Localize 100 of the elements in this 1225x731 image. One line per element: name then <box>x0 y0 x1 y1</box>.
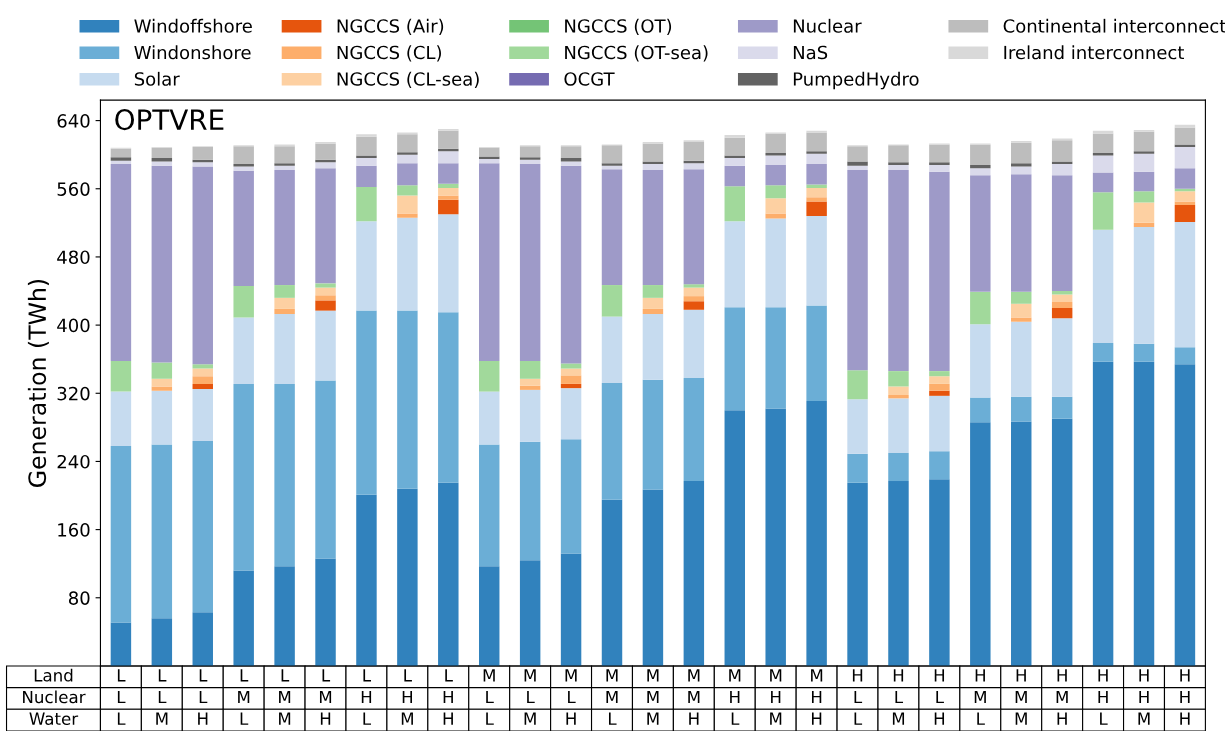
category-label: L M L <box>238 669 250 725</box>
bar <box>765 307 786 409</box>
bar <box>724 186 745 222</box>
bar <box>560 165 582 364</box>
bar <box>929 451 950 480</box>
bar <box>1051 294 1073 303</box>
bar <box>724 158 745 166</box>
bar <box>560 383 582 389</box>
y-tick-label: 240 <box>57 454 90 469</box>
bar <box>274 383 295 567</box>
bar <box>397 213 418 218</box>
bar <box>970 175 991 292</box>
legend-label: Ireland interconnect <box>1004 45 1184 60</box>
bar <box>929 371 950 377</box>
bar <box>151 161 173 166</box>
bar <box>519 159 541 165</box>
category-label: M H L <box>729 669 741 725</box>
bar <box>1092 152 1114 156</box>
bar <box>397 217 418 311</box>
bar <box>847 399 868 454</box>
bar <box>1133 343 1155 362</box>
bar <box>683 141 705 161</box>
bar <box>356 165 377 188</box>
bar <box>970 164 991 169</box>
bar <box>438 214 459 313</box>
bar <box>315 300 336 311</box>
bar <box>233 164 254 167</box>
bar <box>1051 164 1073 176</box>
bar <box>356 134 377 137</box>
bar <box>1051 161 1073 165</box>
bar <box>315 283 336 288</box>
bar <box>110 391 132 447</box>
bar <box>233 383 254 571</box>
bar <box>765 198 786 214</box>
bar <box>724 221 745 308</box>
bar <box>929 395 950 452</box>
bar <box>519 157 541 160</box>
bar <box>233 146 254 165</box>
bar <box>151 390 173 445</box>
bar <box>233 317 254 384</box>
category-label: H H M <box>1138 669 1150 725</box>
category-label: L M H <box>319 669 332 725</box>
bar <box>601 285 623 317</box>
bar <box>1133 171 1155 192</box>
bar <box>1092 172 1114 193</box>
bar <box>765 164 786 186</box>
bar <box>356 158 377 166</box>
text: Nuclear <box>23 690 86 704</box>
category-label: L L M <box>156 669 168 725</box>
bar <box>1092 192 1114 230</box>
bar <box>519 164 541 361</box>
bar <box>1174 222 1196 348</box>
legend-label: NGCCS (Air) <box>337 18 444 35</box>
bar <box>1133 131 1155 152</box>
bar <box>929 164 950 172</box>
bar <box>233 285 254 318</box>
y-tick-label: 480 <box>57 250 90 265</box>
bar <box>315 380 336 559</box>
bar <box>847 370 868 400</box>
category-label: M M M <box>647 669 659 725</box>
bar <box>479 147 500 157</box>
bar <box>1174 347 1196 365</box>
bar <box>519 441 541 561</box>
bar <box>888 371 909 387</box>
bar <box>110 446 132 623</box>
bar <box>1051 302 1073 309</box>
category-label: L H H <box>443 669 453 725</box>
category-label: M M H <box>688 669 700 725</box>
category-label: M M L <box>606 669 618 725</box>
bar <box>356 221 377 311</box>
legend-label: Solar <box>134 71 180 86</box>
bar <box>929 162 950 165</box>
bar <box>806 197 827 202</box>
bar <box>274 297 295 309</box>
y-tick-label: 640 <box>57 114 90 128</box>
bar <box>274 146 295 164</box>
bar <box>970 397 991 423</box>
y-tick-label: 560 <box>57 182 90 196</box>
bar <box>970 168 991 176</box>
bar <box>888 386 909 395</box>
bar <box>929 171 950 372</box>
bar <box>397 195 418 214</box>
bar <box>1133 153 1155 172</box>
bar <box>888 398 909 453</box>
bar <box>560 439 582 554</box>
bar <box>1092 229 1114 343</box>
category-label: H L H <box>934 669 945 725</box>
bar <box>724 165 745 187</box>
bar <box>356 136 377 156</box>
bar <box>683 163 705 170</box>
bar <box>806 164 827 185</box>
bar <box>642 314 664 380</box>
bar <box>192 364 213 369</box>
bar <box>519 360 541 379</box>
bar <box>438 199 459 215</box>
bar <box>1051 396 1073 419</box>
bar <box>1174 204 1196 222</box>
bar <box>683 296 705 302</box>
bar <box>1133 202 1155 223</box>
bar <box>397 310 418 489</box>
